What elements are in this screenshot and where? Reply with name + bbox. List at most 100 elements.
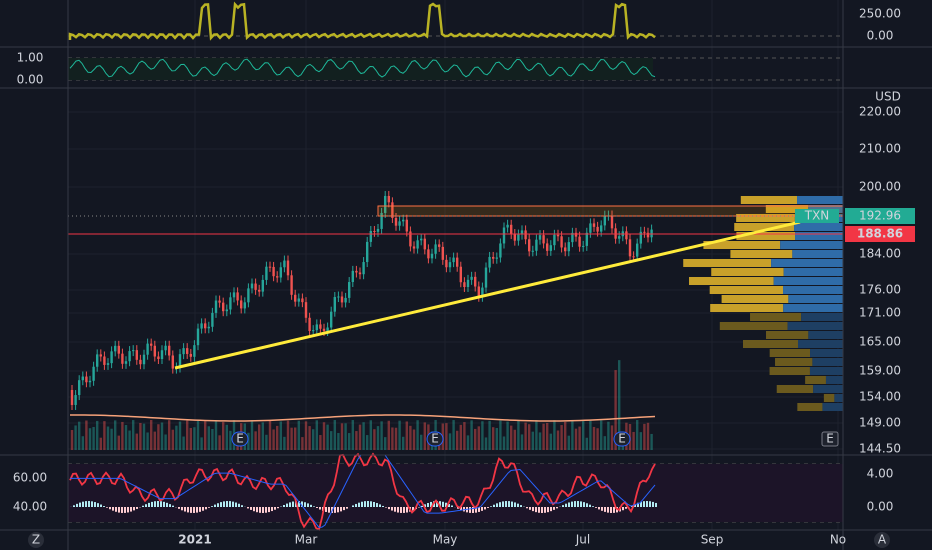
macd-bar [142,505,144,507]
volume-bar [196,420,200,450]
volume-bar [513,429,516,450]
macd-bar [232,501,234,507]
macd-bar [289,502,291,507]
macd-bar [367,501,369,507]
candle-body [268,266,272,268]
volume-bar [553,420,556,450]
candle-body [481,287,484,297]
volume-bar [74,425,77,450]
profile-buy [797,403,823,411]
macd-bar [583,502,585,507]
candle-body [301,298,304,303]
candle-body [510,224,513,235]
macd-bar [256,507,258,513]
macd-bar [145,504,147,507]
top-indicator [68,1,656,41]
corner-button[interactable] [28,532,44,548]
candle-body [279,267,282,278]
symbol-tag [795,209,839,223]
macd-bar [253,507,255,512]
profile-buy [750,313,802,321]
candle-body [560,236,563,248]
macd-bar [514,502,516,507]
candle-body [312,330,315,332]
macd-bar [592,506,594,507]
volume-bar [330,431,333,450]
candle-body [207,326,210,329]
macd-bar [163,501,165,507]
macd-bar [271,507,273,512]
volume-bar [466,435,470,450]
candle-body [643,231,646,233]
earnings-marker [231,431,249,447]
profile-buy [689,277,774,285]
volume-bar [384,437,387,450]
volume-bar [506,421,509,450]
macd-bar [250,507,252,510]
volume-bar [135,433,138,450]
macd-bar [358,502,360,507]
candle-body [445,259,448,268]
macd-bar [472,507,474,513]
volume-bar [607,421,610,450]
profile-buy [710,304,784,312]
macd-bar [655,502,657,507]
volume-bar [510,425,513,450]
candle-body [132,350,135,352]
profile-buy [769,367,810,375]
macd-bar [202,507,204,511]
corner-button[interactable] [874,532,890,548]
macd-bar [346,507,348,509]
macd-bar [100,504,102,507]
candle-body [333,297,336,312]
candle-body [441,246,444,260]
labels: 2021 Mar May Jul Sep No 220.00 210.00 200.00 184.… [13,7,915,547]
volume-bar [272,429,275,450]
macd-bar [430,501,432,507]
macd-bar [643,501,645,507]
macd-bar [220,502,222,507]
volume-bar [88,428,92,450]
candle-body [99,354,102,357]
profile-sell [801,313,843,321]
volume-bar [103,421,106,450]
candle-body [114,345,117,352]
volume-bar [304,421,308,450]
candle-body [344,297,347,303]
macd-bar [544,507,546,513]
macd-bar [304,502,306,507]
volume-bar [121,421,124,450]
volume-bar [319,435,322,450]
candle-body [168,345,171,356]
volume-bar [312,429,315,450]
volume-bar [560,425,563,450]
macd-bar [406,507,408,513]
candle-body [315,324,318,331]
tick-label: 0.00 [17,73,44,87]
profile-buy [734,223,795,231]
macd-bar [319,507,321,510]
volume-bar [81,436,84,450]
macd-bar [118,507,120,513]
macd-bar [634,504,636,507]
candle-body [556,234,560,237]
volume-bar [499,420,502,450]
volume-bar [160,422,164,450]
macd-bar [103,506,105,507]
volume-bar [178,421,182,450]
last-price: 192.96 [859,209,901,223]
macd-bar [586,503,588,507]
macd-bar [499,502,501,507]
volume-bar [218,435,221,450]
profile-sell [797,340,843,348]
volume-bar [200,437,203,450]
time-label: No [830,533,846,547]
macd-bar [457,507,459,509]
macd-bar [574,501,576,507]
candle-body [96,354,99,367]
tick-label: 60.00 [13,471,47,485]
macd-bar [451,505,453,507]
macd-bar [172,505,174,507]
candle-body [589,223,592,233]
candle-body [186,348,189,354]
